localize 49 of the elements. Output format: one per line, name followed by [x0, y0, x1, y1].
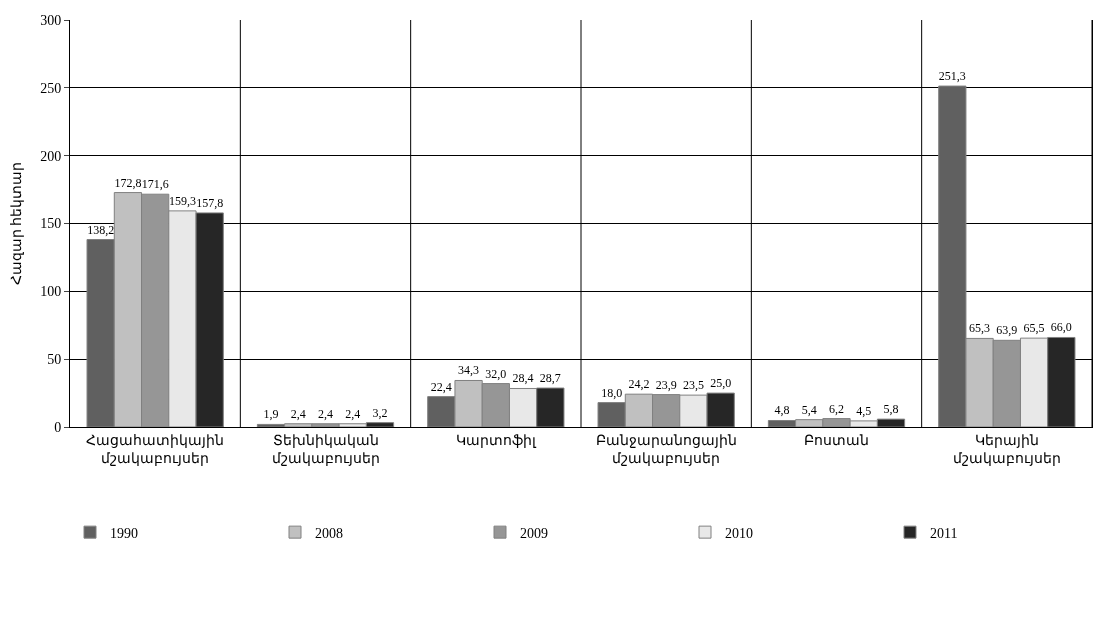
data-label: 138,2	[87, 222, 115, 237]
x-tick-label: Կերային մշակաբույսեր	[952, 432, 1061, 466]
data-label: 2,4	[318, 406, 333, 421]
x-tick-label: Տեխնիկական մշակաբույսեր	[271, 432, 380, 466]
data-label: 28,4	[512, 371, 534, 386]
data-label: 157,8	[196, 195, 224, 210]
data-label: 66,0	[1050, 320, 1072, 335]
data-label: 28,7	[539, 371, 561, 386]
legend-label: 2008	[315, 525, 343, 541]
data-label: 34,3	[458, 363, 480, 378]
data-label: 5,8	[883, 402, 899, 417]
y-tick-label: 200	[40, 148, 62, 164]
y-tick-label: 150	[40, 216, 62, 232]
data-label: 6,2	[829, 401, 844, 416]
y-tick-label: 100	[40, 284, 62, 300]
data-label: 63,9	[996, 323, 1018, 338]
data-label: 172,8	[114, 175, 142, 190]
data-label: 23,9	[655, 377, 677, 392]
y-tick-label: 250	[40, 80, 62, 96]
data-label: 1,9	[263, 407, 279, 422]
y-tick-label: 50	[47, 352, 62, 368]
data-label: 18,0	[601, 385, 623, 400]
x-tick-label: Հացահատիկային մշակաբույսեր	[86, 432, 225, 466]
y-axis-title: Հազար հեկտար	[8, 161, 24, 286]
data-label: 251,3	[938, 69, 966, 84]
x-tick-label: Բանջարանոցային մշակաբույսեր	[595, 432, 737, 466]
data-label: 4,5	[856, 403, 872, 418]
data-label: 4,8	[774, 403, 790, 418]
y-tick-label: 300	[40, 12, 62, 28]
data-label: 171,6	[141, 177, 169, 192]
data-label: 32,0	[485, 366, 507, 381]
data-label: 25,0	[710, 376, 732, 391]
data-label: 65,5	[1023, 321, 1045, 336]
data-label: 2,4	[345, 406, 361, 421]
data-label: 159,3	[168, 193, 196, 208]
data-label: 2,4	[290, 406, 306, 421]
data-label: 22,4	[430, 379, 452, 394]
legend-label: 2010	[725, 525, 753, 541]
legend-label: 2011	[930, 525, 958, 541]
legend-label: 1990	[110, 525, 138, 541]
y-tick-label: 0	[54, 419, 62, 435]
x-tick-label: Կարտոֆիլ	[455, 432, 537, 448]
legend-label: 2009	[520, 525, 548, 541]
data-label: 3,2	[372, 405, 388, 420]
data-label: 65,3	[969, 321, 991, 336]
data-label: 23,5	[682, 378, 704, 393]
data-label: 5,4	[801, 402, 817, 417]
x-tick-label: Բոստան	[804, 432, 869, 448]
data-label: 24,2	[628, 377, 650, 392]
